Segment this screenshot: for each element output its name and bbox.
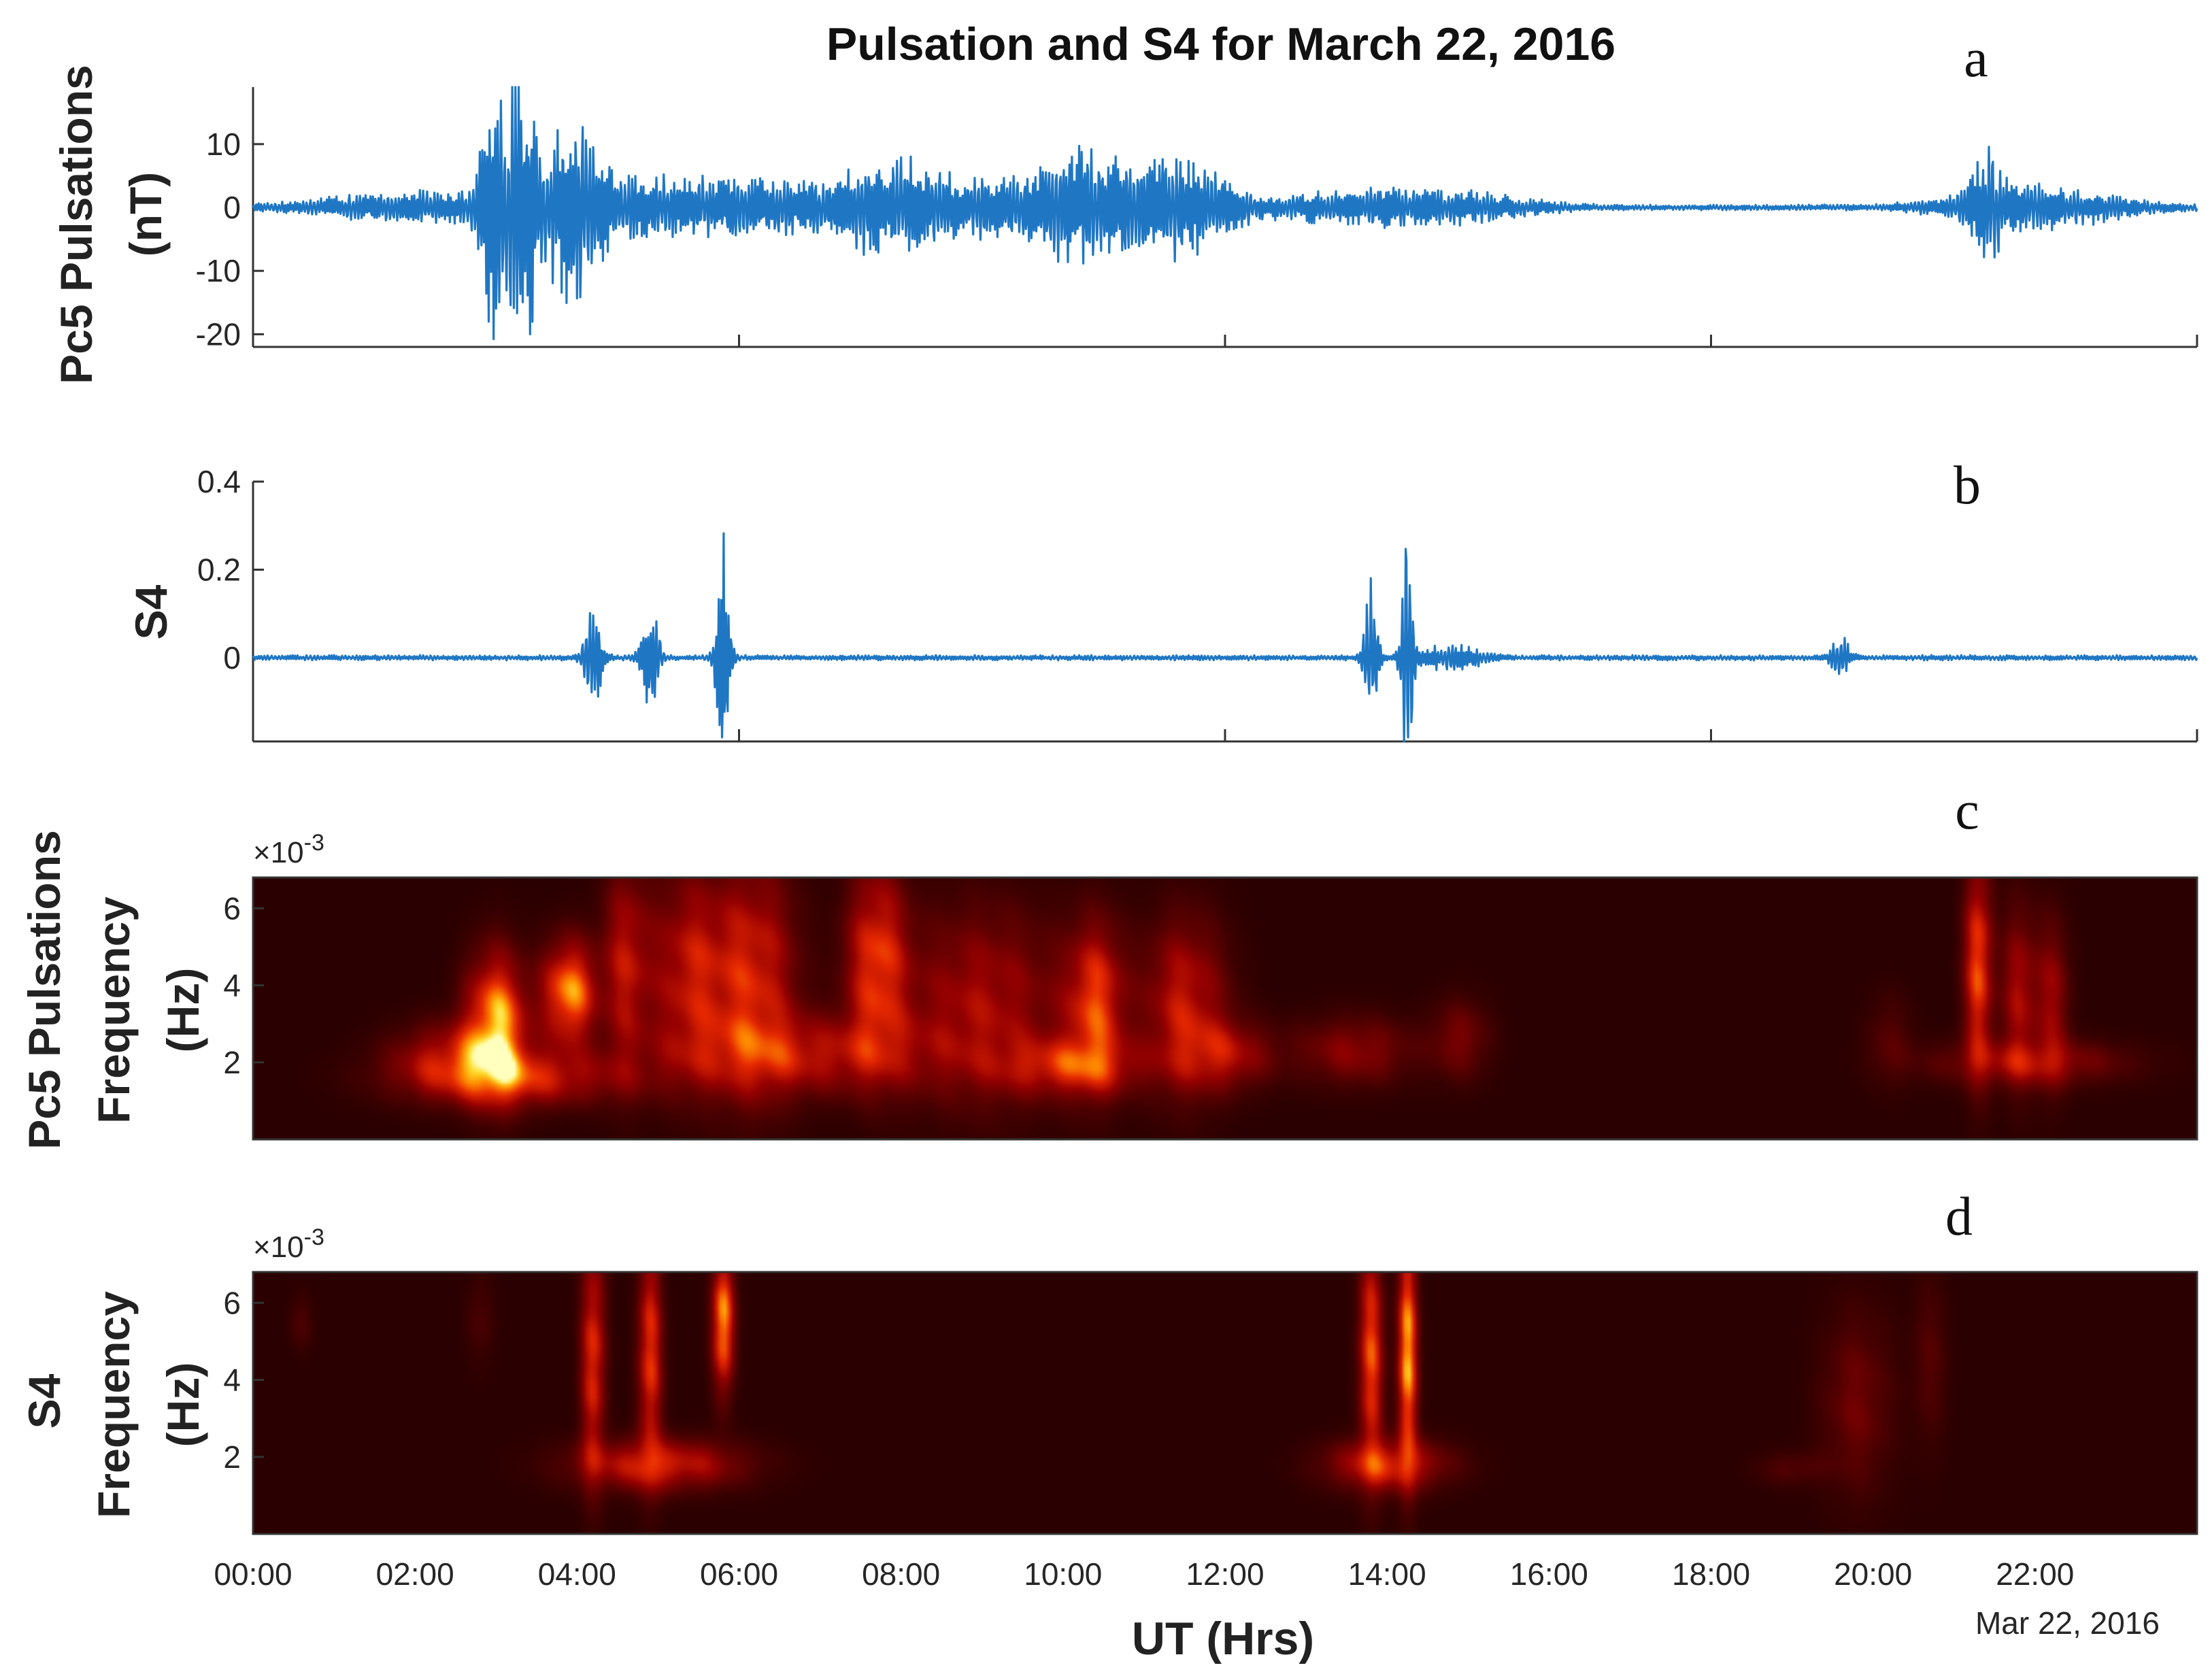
heatmap-image	[253, 1272, 2197, 1534]
x-tick-label: 06:00	[700, 1556, 778, 1592]
panel-b-s4: b S4 0.4 0.2 0	[126, 456, 2198, 743]
x-tick-label: 10:00	[1024, 1556, 1102, 1592]
plot-frame	[252, 1271, 2198, 1535]
panel-letter-c: c	[1955, 781, 1979, 841]
series-line	[252, 86, 2198, 341]
x-axis-label: UT (Hrs)	[1132, 1613, 1314, 1665]
y-tick-label: 0	[223, 640, 241, 675]
panel-d-ylabel-line-2: Frequency	[88, 1291, 139, 1518]
panel-b-ylabel: S4	[126, 584, 176, 639]
panel-d-ylabel-line-3: (Hz)	[158, 1362, 208, 1448]
plot-frame	[252, 876, 2198, 1141]
panel-c-pc5-spectrogram: c Pc5 Pulsations Frequency (Hz) ×10-3 6 4…	[19, 781, 2198, 1150]
panel-a-pc5-pulsations: a Pc5 Pulsations (nT) 10 0 -10 -20	[51, 29, 2198, 384]
panel-d-s4-spectrogram: d S4 Frequency (Hz) ×10-3 6 4 2	[19, 1187, 2198, 1535]
figure-title: Pulsation and S4 for March 22, 2016	[826, 18, 1615, 70]
x-tick-label: 02:00	[376, 1556, 454, 1592]
y-tick-label: 4	[223, 968, 241, 1003]
y-tick-label: 10	[206, 127, 241, 162]
panel-c-y-multiplier: ×10-3	[253, 830, 324, 869]
panel-d-y-multiplier: ×10-3	[253, 1224, 324, 1264]
x-tick-label: 00:00	[214, 1556, 292, 1592]
y-tick-label: 0.2	[197, 552, 241, 587]
panel-a-ylabel-line-1: Pc5 Pulsations	[51, 65, 101, 384]
y-tick-label: 4	[223, 1362, 241, 1398]
panel-c-ylabel-line-3: (Hz)	[158, 968, 208, 1053]
y-tick-label: 0	[223, 190, 241, 225]
x-tick-label: 16:00	[1510, 1556, 1588, 1592]
panel-c-ylabel-line-1: Pc5 Pulsations	[19, 830, 69, 1150]
y-tick-label: 2	[223, 1045, 241, 1080]
y-tick-label: -10	[196, 253, 241, 288]
series-line	[252, 532, 2198, 743]
x-tick-label: 04:00	[538, 1556, 616, 1592]
x-tick-label: 22:00	[1996, 1556, 2074, 1592]
heatmap-image	[253, 877, 2197, 1139]
x-tick-label: 12:00	[1186, 1556, 1264, 1592]
y-tick-label: 0.4	[197, 464, 241, 499]
panel-letter-b: b	[1954, 456, 1981, 516]
y-tick-label: 2	[223, 1439, 241, 1475]
date-label: Mar 22, 2016	[1975, 1605, 2160, 1641]
y-tick-label: 6	[223, 1285, 241, 1320]
x-tick-label: 20:00	[1834, 1556, 1912, 1592]
shared-x-axis: 00:00 02:00 04:00 06:00 08:00 10:00 12:00 14:00…	[214, 1556, 2074, 1592]
x-tick-label: 08:00	[862, 1556, 940, 1592]
x-tick-label: 14:00	[1348, 1556, 1426, 1592]
x-tick-label: 18:00	[1672, 1556, 1750, 1592]
y-tick-label: 6	[223, 890, 241, 926]
y-tick-label: -20	[196, 316, 241, 352]
panel-d-ylabel-line-1: S4	[19, 1373, 69, 1428]
panel-a-ylabel-line-2: (nT)	[120, 172, 171, 257]
panel-letter-d: d	[1945, 1187, 1973, 1247]
panel-letter-a: a	[1964, 29, 1988, 88]
panel-c-ylabel-line-2: Frequency	[88, 897, 139, 1124]
